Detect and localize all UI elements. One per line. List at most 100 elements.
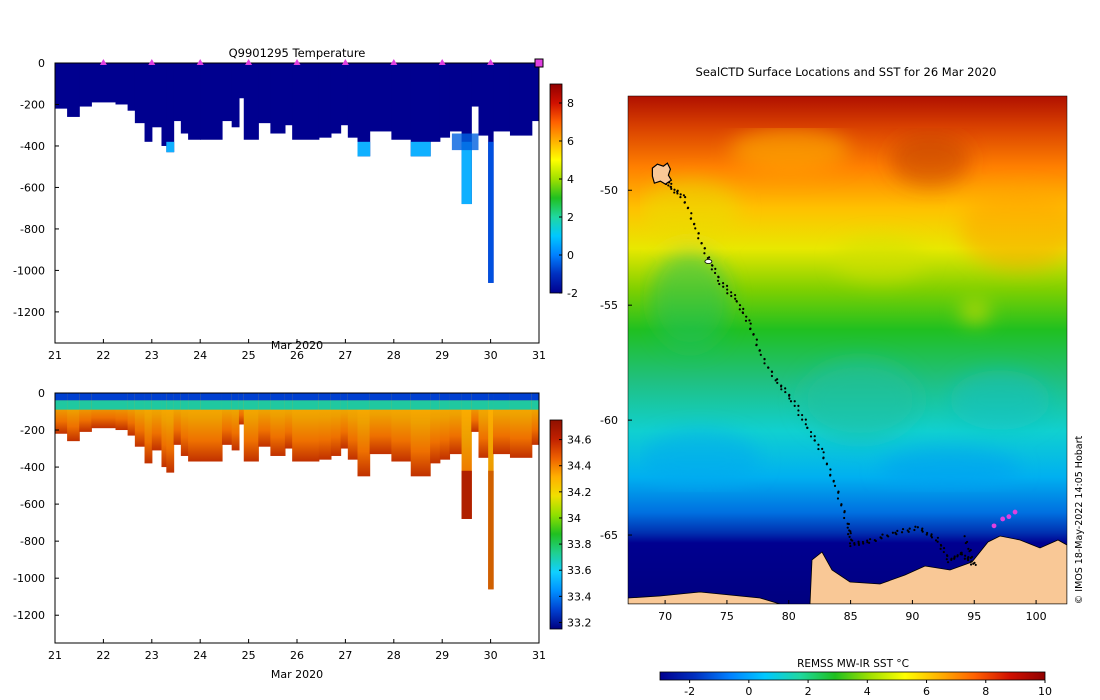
track-point xyxy=(822,451,825,454)
salinity-halocline xyxy=(231,400,240,410)
temperature-profile-column xyxy=(493,63,511,132)
track-point xyxy=(921,530,924,533)
temperature-profile-column xyxy=(340,63,349,126)
salinity-deep-water xyxy=(461,470,472,519)
salinity-halocline xyxy=(221,400,233,410)
track-point xyxy=(784,390,787,394)
latitude-axis: -50 -55 -60 -65 xyxy=(600,184,632,542)
track-point xyxy=(964,554,967,557)
track-point xyxy=(836,497,840,500)
temperature-profile-column xyxy=(531,63,539,122)
sst-colorbar-tick-label: 8 xyxy=(982,685,989,698)
track-point xyxy=(966,558,970,562)
track-point xyxy=(776,378,779,381)
track-point xyxy=(806,426,809,429)
x-tick-label: 28 xyxy=(387,649,401,662)
temperature-panel: Q9901295 Temperature 21 22 23 24 25 26 27 28 29 3… xyxy=(13,46,578,362)
track-point xyxy=(710,268,713,271)
sst-field xyxy=(628,96,1067,604)
y-tick-label: -200 xyxy=(20,424,45,437)
track-point xyxy=(862,542,865,545)
salinity-surface-fresh-layer xyxy=(144,393,153,401)
salinity-profile-column xyxy=(200,393,223,462)
track-point xyxy=(963,535,966,538)
track-point xyxy=(939,543,942,547)
latitude-tick-label: -65 xyxy=(600,529,618,542)
track-point xyxy=(683,201,686,204)
salinity-surface-fresh-layer xyxy=(270,393,286,401)
sst-colorbar-label: REMSS MW-IR SST °C xyxy=(797,658,909,670)
temperature-profile-column xyxy=(439,63,451,138)
track-point xyxy=(840,504,843,507)
track-point xyxy=(825,463,828,466)
salinity-surface-fresh-layer xyxy=(134,393,146,401)
track-point xyxy=(708,256,711,259)
salinity-halocline xyxy=(173,400,182,410)
track-point xyxy=(690,212,693,215)
salinity-halocline xyxy=(79,400,92,410)
track-point xyxy=(667,184,670,187)
salinity-halocline xyxy=(292,400,320,410)
map-panel: SealCTD Surface Locations and SST for 26… xyxy=(600,65,1085,698)
track-point xyxy=(804,418,807,421)
latest-profile-marker xyxy=(534,58,544,68)
sst-colorbar-tick-label: 0 xyxy=(745,685,752,698)
salinity-surface-fresh-layer xyxy=(67,393,80,401)
track-point xyxy=(759,353,762,356)
track-point xyxy=(676,190,679,193)
x-tick-label: 28 xyxy=(387,349,401,362)
salinity-halocline xyxy=(347,400,359,410)
track-point xyxy=(849,538,853,541)
track-point xyxy=(745,315,748,318)
longitude-axis: 70 75 80 85 90 95 100 xyxy=(658,600,1047,623)
track-point xyxy=(670,182,673,185)
salinity-surface-fresh-layer xyxy=(318,393,332,401)
colorbar-tick-label: 33.2 xyxy=(567,616,592,629)
salinity-halocline xyxy=(161,400,167,410)
track-point xyxy=(960,551,963,554)
salinity-surface-fresh-layer xyxy=(488,393,494,401)
track-point xyxy=(969,563,973,566)
salinity-halocline xyxy=(238,400,245,410)
track-point xyxy=(887,535,890,538)
salinity-halocline xyxy=(478,400,489,410)
track-point xyxy=(896,529,899,533)
track-point xyxy=(738,304,742,307)
temperature-profile-column xyxy=(238,63,245,99)
salinity-profile-column xyxy=(134,393,146,447)
track-point xyxy=(966,557,969,560)
salinity-profile-column xyxy=(439,393,451,460)
track-point xyxy=(742,307,745,310)
y-tick-label: -800 xyxy=(20,535,45,548)
track-point xyxy=(797,404,800,407)
temperature-plot-area xyxy=(55,63,539,283)
x-tick-label: 23 xyxy=(145,649,159,662)
track-point xyxy=(857,542,860,545)
latitude-tick-label: -50 xyxy=(600,184,618,197)
temperature-profile-column xyxy=(330,63,342,134)
salinity-halocline xyxy=(127,400,136,410)
y-tick-label: -800 xyxy=(20,223,45,236)
salinity-colorbar-ticks: 33.2 33.4 33.6 33.8 34 34.2 34.4 34.6 xyxy=(559,434,592,629)
salinity-profile-column xyxy=(340,393,349,449)
latitude-tick-label: -60 xyxy=(600,414,618,427)
temperature-profile-column xyxy=(478,63,489,136)
colorbar-tick-label: 34.4 xyxy=(567,460,592,473)
profile-marker xyxy=(341,59,349,65)
track-point xyxy=(936,540,939,543)
profile-marker xyxy=(487,59,495,65)
temperature-profile-column xyxy=(221,63,233,122)
profile-marker xyxy=(390,59,398,65)
sst-colorbar-tick-label: 10 xyxy=(1038,685,1052,698)
track-point xyxy=(849,544,852,548)
colorbar-tick-label: 0 xyxy=(567,249,574,262)
seal-track xyxy=(661,175,977,567)
track-point xyxy=(908,527,911,530)
salinity-surface-fresh-layer xyxy=(478,393,489,401)
salinity-halocline xyxy=(488,400,494,410)
y-tick-label: 0 xyxy=(38,57,45,70)
profile-marker xyxy=(196,59,204,65)
track-point xyxy=(734,297,737,300)
salinity-halocline xyxy=(357,400,371,410)
track-point xyxy=(697,237,700,240)
